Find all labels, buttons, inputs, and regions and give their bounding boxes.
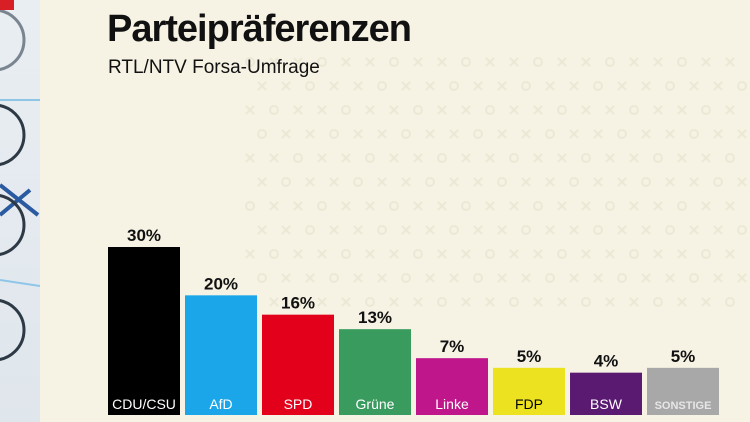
category-label-box	[416, 392, 488, 415]
channel-badge	[0, 0, 14, 10]
value-label: 4%	[594, 352, 619, 371]
value-label: 30%	[127, 226, 161, 245]
category-label: SONSTIGE	[655, 400, 712, 412]
value-label: 20%	[204, 274, 238, 293]
category-label: Linke	[435, 396, 469, 412]
bar-linke	[416, 358, 488, 392]
category-label: BSW	[590, 396, 623, 412]
value-label: 16%	[281, 294, 315, 313]
category-label: CDU/CSU	[112, 396, 176, 412]
category-label-box	[262, 392, 334, 415]
category-label: Grüne	[356, 396, 395, 412]
value-label: 5%	[517, 347, 542, 366]
value-label: 13%	[358, 308, 392, 327]
bar-cdu-csu	[108, 247, 180, 392]
bar-afd	[185, 295, 257, 392]
bar-sonstige	[647, 367, 719, 392]
bar-gr-ne	[339, 329, 411, 392]
category-label: SPD	[284, 396, 313, 412]
bar-spd	[262, 314, 334, 392]
bar-fdp	[493, 367, 565, 392]
category-label-box	[339, 392, 411, 415]
bar-bsw	[570, 372, 642, 392]
category-label: AfD	[209, 396, 232, 412]
category-label-box	[108, 392, 180, 415]
value-label: 7%	[440, 337, 465, 356]
value-label: 5%	[671, 347, 696, 366]
category-label-box	[647, 392, 719, 415]
category-label: FDP	[515, 396, 543, 412]
ballot-decoration	[0, 0, 40, 422]
category-label-box	[185, 392, 257, 415]
category-label-box	[570, 392, 642, 415]
chart-title: Parteipräferenzen	[107, 8, 412, 50]
chart-subtitle: RTL/NTV Forsa-Umfrage	[108, 57, 320, 78]
category-label-box	[493, 392, 565, 415]
